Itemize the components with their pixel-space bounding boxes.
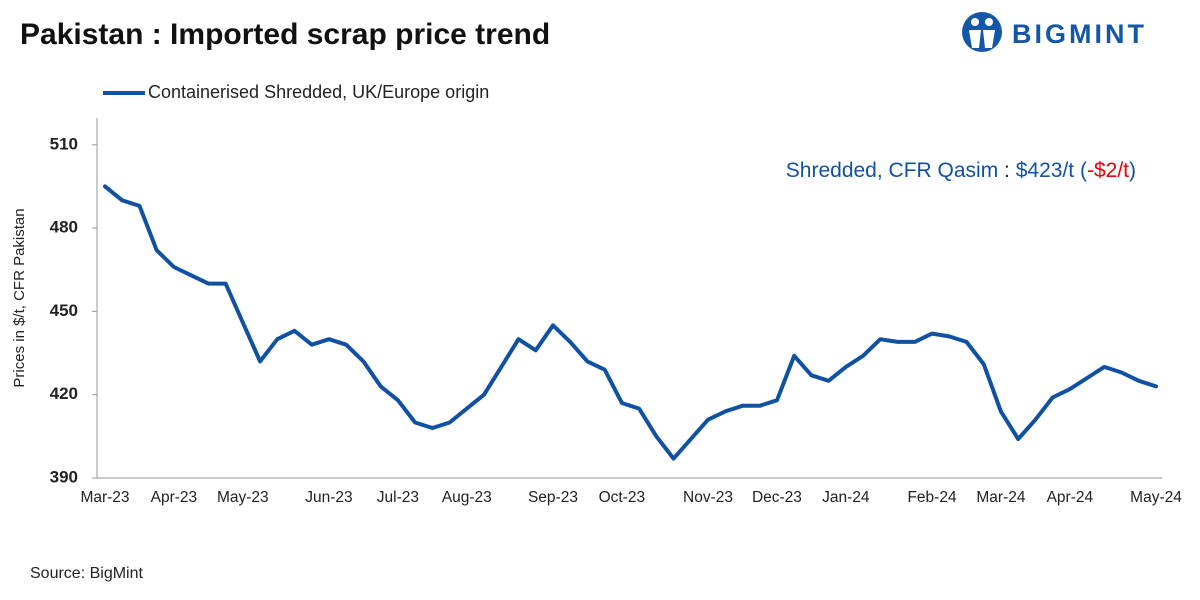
logo-icon <box>985 18 993 26</box>
y-tick-label: 420 <box>50 384 78 403</box>
annotation-change: -$2/t <box>1087 159 1129 182</box>
x-tick-label: Feb-24 <box>907 489 956 506</box>
x-tick-label: Apr-24 <box>1047 489 1094 506</box>
line-series <box>103 184 1158 461</box>
logo-icon <box>969 30 995 48</box>
legend-label: Containerised Shredded, UK/Europe origin <box>148 82 489 102</box>
source: Source: BigMint <box>30 565 143 582</box>
y-axis-label: Prices in $/t, CFR Pakistan <box>11 208 28 387</box>
x-tick-label: Dec-23 <box>752 489 802 506</box>
x-tick-label: Jan-24 <box>822 489 870 506</box>
x-tick-label: Aug-23 <box>442 489 492 506</box>
x-tick-label: Mar-24 <box>976 489 1025 506</box>
y-tick-label: 480 <box>50 218 78 237</box>
x-tick-label: Oct-23 <box>599 489 646 506</box>
annotation-open: ( <box>1080 159 1087 182</box>
logo-text: BIGMINT <box>1012 19 1147 49</box>
annotation: Shredded, CFR Qasim : $423/t (-$2/t) <box>786 159 1136 182</box>
chart-title: Pakistan : Imported scrap price trend <box>20 18 550 51</box>
x-tick-label: Nov-23 <box>683 489 733 506</box>
x-tick-label: Apr-23 <box>151 489 198 506</box>
y-tick-label: 390 <box>50 467 78 486</box>
x-tick-label: May-24 <box>1130 489 1182 506</box>
x-tick-label: Sep-23 <box>528 489 578 506</box>
x-tick-label: Jul-23 <box>377 489 419 506</box>
logo: BIGMINT <box>962 12 1147 52</box>
annotation-price: $423/t <box>1016 159 1075 182</box>
logo-icon <box>962 12 1002 52</box>
y-tick-label: 450 <box>50 301 78 320</box>
annotation-close: ) <box>1129 159 1136 182</box>
annotation-label: Shredded, CFR Qasim <box>786 159 998 182</box>
x-tick-label: May-23 <box>217 489 269 506</box>
x-tick-label: Jun-23 <box>305 489 352 506</box>
logo-icon <box>971 18 979 26</box>
x-tick-label: Mar-23 <box>80 489 129 506</box>
annotation-separator: : <box>1004 159 1010 182</box>
y-tick-label: 510 <box>50 134 78 153</box>
